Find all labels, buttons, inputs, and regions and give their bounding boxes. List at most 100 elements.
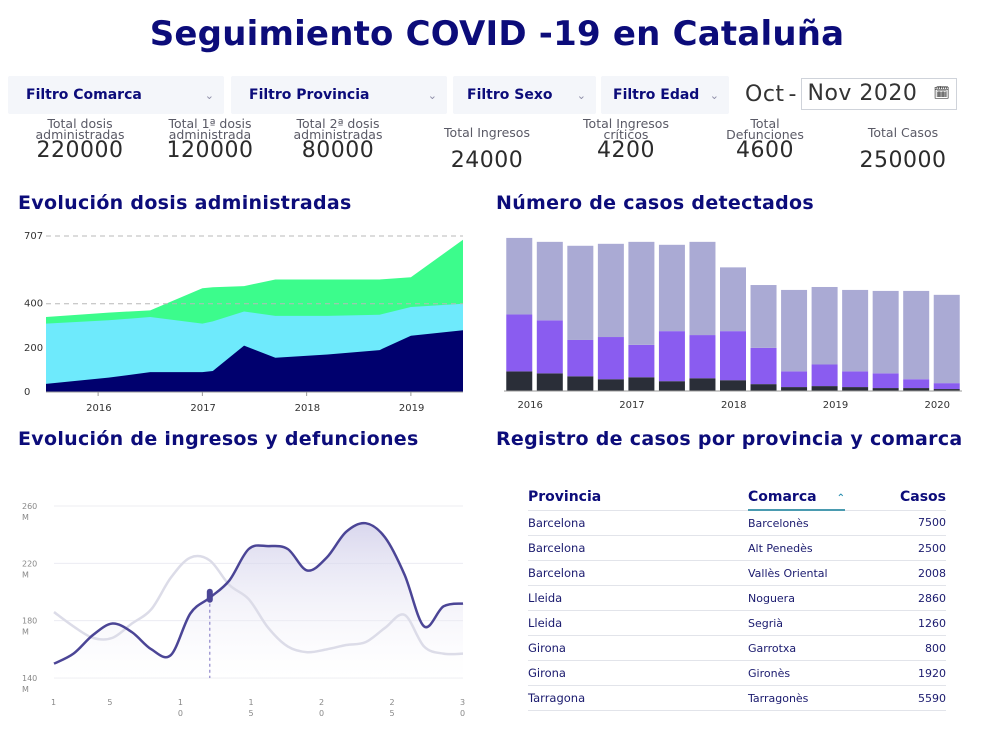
filter-sexo-label: Filtro Sexo — [467, 87, 553, 103]
cell-casos: 1920 — [844, 660, 946, 686]
cell-casos: 1260 — [844, 610, 946, 636]
column-header-comarca[interactable]: Comarca ⌃ — [748, 485, 845, 511]
section-title-registry: Registro de casos por provincia y comarc… — [496, 428, 963, 450]
column-header-casos[interactable]: Casos — [844, 485, 946, 511]
cell-comarca: Vallès Oriental — [748, 560, 845, 586]
bar-segment — [842, 289, 869, 372]
stat-value: 4600 — [736, 138, 794, 163]
x-tick-label: 5 — [107, 698, 112, 707]
stat-label-line: administrada — [168, 127, 252, 142]
doses-area-chart: 0 200 400 707 2016 2017 2018 2019 — [24, 231, 463, 414]
table-row[interactable]: Girona Gironès 1920 — [528, 660, 946, 686]
x-tick-label: 2 — [389, 698, 394, 707]
sort-icon[interactable]: ⌃ — [836, 493, 845, 504]
chevron-down-icon: ⌄ — [204, 88, 214, 102]
x-tick-label: 2019 — [399, 403, 424, 414]
table-row[interactable]: Lleida Segrià 1260 — [528, 610, 946, 636]
stat-label: Total Ingresos — [427, 126, 547, 139]
bar-segment — [933, 389, 960, 391]
table-row[interactable]: Tarragona Tarragonès 5590 — [528, 685, 946, 711]
stat-label-line: administradas — [35, 127, 125, 142]
bar-segment — [506, 371, 533, 391]
cell-comarca: Tarragonès — [748, 685, 845, 711]
table-row[interactable]: Girona Garrotxa 800 — [528, 635, 946, 661]
bar-segment — [750, 347, 777, 385]
date-range-picker: Oct - Nov 2020 🗓 — [745, 78, 958, 110]
cases-bar-chart: 2016 2017 2018 2019 2020 — [504, 237, 962, 411]
bar-segment — [536, 241, 563, 321]
cell-provincia: Barcelona — [528, 535, 748, 561]
x-tick-label: 0 — [460, 709, 465, 718]
filter-edad-dropdown[interactable]: Filtro Edad ⌄ — [601, 76, 729, 114]
table-row[interactable]: Barcelona Barcelonès 7500 — [528, 510, 946, 536]
stat-label: Total 1ª dosis administrada — [150, 117, 270, 142]
stat-label: Total Defunciones — [705, 117, 825, 141]
cell-provincia: Girona — [528, 635, 748, 661]
bar-segment — [750, 285, 777, 348]
bar-segment — [811, 386, 838, 391]
bar-segment — [720, 267, 746, 332]
stat-label: Total Ingresos críticos — [566, 116, 686, 141]
bar-segment — [872, 373, 899, 389]
cell-provincia: Girona — [528, 660, 748, 686]
cell-provincia: Lleida — [528, 610, 748, 636]
stat-total-ingresos: Total Ingresos 24000 — [427, 126, 547, 173]
bar-segment — [781, 289, 808, 372]
filter-sexo-dropdown[interactable]: Filtro Sexo ⌄ — [453, 76, 596, 114]
x-tick-label: 0 — [319, 709, 324, 718]
table-row[interactable]: Barcelona Alt Penedès 2500 — [528, 535, 946, 561]
bar-segment — [597, 337, 624, 380]
x-tick-label: 2020 — [925, 400, 950, 411]
bar-segment — [658, 331, 685, 382]
y-tick-label: M — [22, 570, 29, 579]
date-to-input[interactable]: Nov 2020 🗓 — [800, 78, 958, 110]
cell-provincia: Barcelona — [528, 510, 748, 536]
y-tick-label: 200 — [24, 343, 43, 354]
stat-label-line: Total Ingresos — [583, 116, 669, 131]
y-tick-label: 140 — [22, 674, 37, 683]
section-title-admissions: Evolución de ingresos y defunciones — [18, 428, 419, 450]
filter-provincia-dropdown[interactable]: Filtro Provincia ⌄ — [231, 76, 447, 114]
date-to-value: Nov 2020 — [807, 81, 918, 106]
page-title: Seguimiento COVID -19 en Cataluña — [149, 14, 845, 54]
x-tick-label: 5 — [248, 709, 253, 718]
bar-segment — [872, 290, 899, 374]
table-row[interactable]: Lleida Noguera 2860 — [528, 585, 946, 611]
bar-segment — [842, 387, 869, 391]
cell-casos: 2860 — [844, 585, 946, 611]
registry-table: Provincia Comarca ⌃ Casos Barcelona Barcel… — [528, 485, 946, 711]
x-tick-label: 2018 — [295, 403, 320, 414]
section-title-cases: Número de casos detectados — [496, 192, 815, 214]
stat-label-line: Total dosis — [47, 116, 113, 131]
stat-value: 80000 — [301, 138, 375, 163]
filter-edad-label: Filtro Edad — [613, 87, 700, 103]
cell-casos: 7500 — [844, 510, 946, 536]
bar-segment — [842, 371, 869, 388]
stat-primera-dosis: Total 1ª dosis administrada 120000 — [150, 117, 270, 162]
date-from[interactable]: Oct — [745, 81, 785, 107]
table-header-row: Provincia Comarca ⌃ Casos — [528, 485, 946, 511]
x-tick-label: 2018 — [721, 400, 746, 411]
stat-label-line: Total Casos — [867, 125, 939, 140]
bar-segment — [720, 380, 746, 391]
stat-value: 24000 — [450, 148, 524, 173]
chevron-down-icon: ⌄ — [709, 88, 719, 102]
y-tick-label: M — [22, 685, 29, 694]
bar-segment — [567, 376, 594, 391]
cell-provincia: Barcelona — [528, 560, 748, 586]
filter-comarca-dropdown[interactable]: Filtro Comarca ⌄ — [8, 76, 224, 114]
y-tick-label: 180 — [22, 617, 37, 626]
stat-label: Total dosis administradas — [20, 116, 140, 142]
stat-value: 220000 — [36, 138, 124, 163]
bar-segment — [597, 379, 624, 391]
table-row[interactable]: Barcelona Vallès Oriental 2008 — [528, 560, 946, 586]
stat-label: Total Casos — [843, 125, 963, 140]
bar-segment — [903, 290, 930, 380]
stat-label-line: Total 2ª dosis — [296, 116, 380, 131]
filter-comarca-label: Filtro Comarca — [26, 87, 142, 103]
stat-ingresos-criticos: Total Ingresos críticos 4200 — [566, 116, 686, 162]
x-tick-label: 1 — [248, 698, 253, 707]
calendar-icon[interactable]: 🗓 — [933, 86, 951, 101]
stat-label-line: administradas — [293, 127, 383, 142]
column-header-provincia[interactable]: Provincia — [528, 485, 748, 511]
